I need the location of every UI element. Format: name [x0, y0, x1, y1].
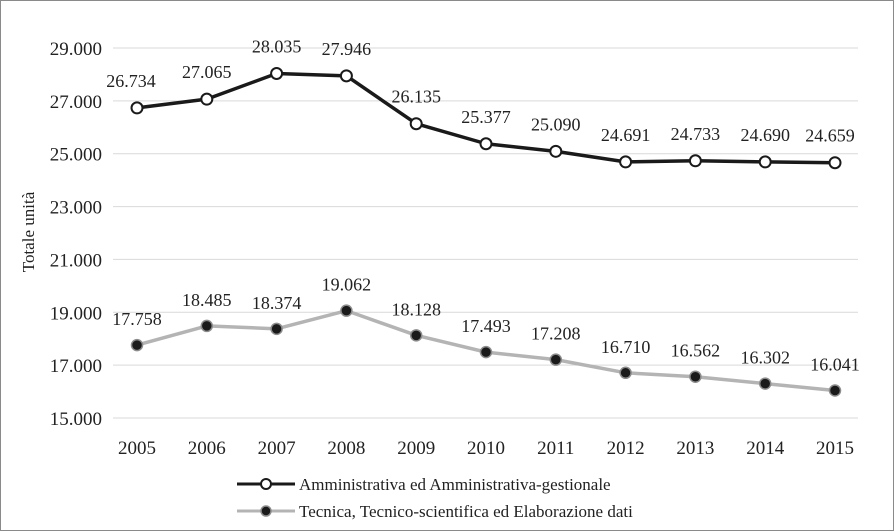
- y-tick-label: 19.000: [50, 303, 102, 324]
- data-point: [619, 155, 633, 169]
- data-label: 16.710: [601, 337, 651, 357]
- data-point: [130, 101, 144, 115]
- x-tick-label: 2012: [607, 438, 645, 459]
- legend-label-amministrativa: Amministrativa ed Amministrativa-gestion…: [299, 475, 611, 494]
- x-tick-label: 2005: [118, 438, 156, 459]
- x-tick-label: 2015: [816, 438, 854, 459]
- data-point: [479, 137, 493, 151]
- data-label: 24.659: [805, 126, 855, 146]
- y-tick-label: 25.000: [50, 145, 102, 166]
- data-label: 24.691: [601, 125, 651, 145]
- y-tick-label: 15.000: [50, 409, 102, 430]
- legend-marker-amministrativa: [260, 478, 272, 490]
- data-labels: 26.734 27.065 28.035 27.946 26.135 25.377 25.0…: [106, 37, 860, 375]
- data-point: [758, 377, 772, 390]
- data-label: 18.374: [252, 293, 302, 313]
- data-label: 17.493: [461, 316, 511, 336]
- data-label: 26.734: [106, 71, 156, 91]
- data-point: [479, 345, 493, 359]
- y-tick-label: 21.000: [50, 250, 102, 271]
- y-axis-title: Totale unità: [19, 191, 38, 272]
- x-tick-label: 2007: [258, 438, 296, 459]
- data-point: [828, 156, 842, 170]
- data-point: [688, 154, 702, 168]
- legend-item-tecnica: Tecnica, Tecnico-scientifica ed Elaboraz…: [237, 502, 633, 521]
- data-point: [130, 338, 144, 352]
- data-label: 27.065: [182, 62, 232, 82]
- data-point: [689, 370, 702, 383]
- data-label: 27.946: [322, 39, 372, 59]
- legend-item-amministrativa: Amministrativa ed Amministrativa-gestion…: [237, 475, 611, 494]
- legend: Amministrativa ed Amministrativa-gestion…: [237, 475, 633, 521]
- x-tick-label: 2014: [746, 438, 785, 459]
- data-point: [409, 117, 423, 131]
- data-point: [339, 69, 353, 83]
- data-label: 19.062: [322, 275, 372, 295]
- legend-marker-tecnica: [260, 505, 272, 517]
- data-point: [200, 319, 214, 333]
- data-label: 25.377: [461, 107, 511, 127]
- data-label: 16.041: [810, 354, 860, 374]
- data-label: 16.562: [671, 341, 721, 361]
- y-tick-label: 29.000: [50, 39, 102, 60]
- x-tick-label: 2011: [537, 438, 574, 459]
- y-tick-label: 23.000: [50, 198, 102, 219]
- legend-label-tecnica: Tecnica, Tecnico-scientifica ed Elaboraz…: [299, 502, 633, 521]
- y-tick-label: 27.000: [50, 92, 102, 113]
- data-label: 18.485: [182, 290, 232, 310]
- data-label: 26.135: [391, 87, 441, 107]
- data-point: [549, 353, 563, 366]
- data-point: [270, 67, 284, 81]
- data-point: [200, 92, 214, 106]
- data-label: 24.690: [740, 125, 790, 145]
- data-label: 17.758: [112, 309, 162, 329]
- data-label: 24.733: [671, 124, 721, 144]
- data-label: 17.208: [531, 324, 581, 344]
- x-tick-label: 2008: [327, 438, 365, 459]
- data-point: [340, 304, 353, 317]
- x-axis-ticks: 2005 2006 2007 2008 2009 2010 2011 2012 2013 2014…: [118, 438, 854, 459]
- data-label: 28.035: [252, 37, 302, 57]
- data-point: [619, 366, 632, 380]
- y-tick-label: 17.000: [50, 356, 102, 377]
- data-point: [409, 329, 423, 342]
- x-tick-label: 2010: [467, 438, 505, 459]
- data-label: 25.090: [531, 114, 581, 134]
- x-tick-label: 2013: [676, 438, 714, 459]
- data-label: 18.128: [391, 299, 441, 319]
- y-axis-ticks: 15.000 17.000 19.000 21.000 23.000 25.000 27.0…: [50, 39, 102, 430]
- x-tick-label: 2009: [397, 438, 435, 459]
- data-point: [758, 155, 772, 169]
- series: [130, 67, 842, 397]
- x-tick-label: 2006: [188, 438, 226, 459]
- data-label: 16.302: [740, 348, 790, 368]
- gridlines: [113, 47, 858, 419]
- data-point: [549, 144, 563, 158]
- data-point: [270, 322, 283, 336]
- data-point: [828, 384, 842, 397]
